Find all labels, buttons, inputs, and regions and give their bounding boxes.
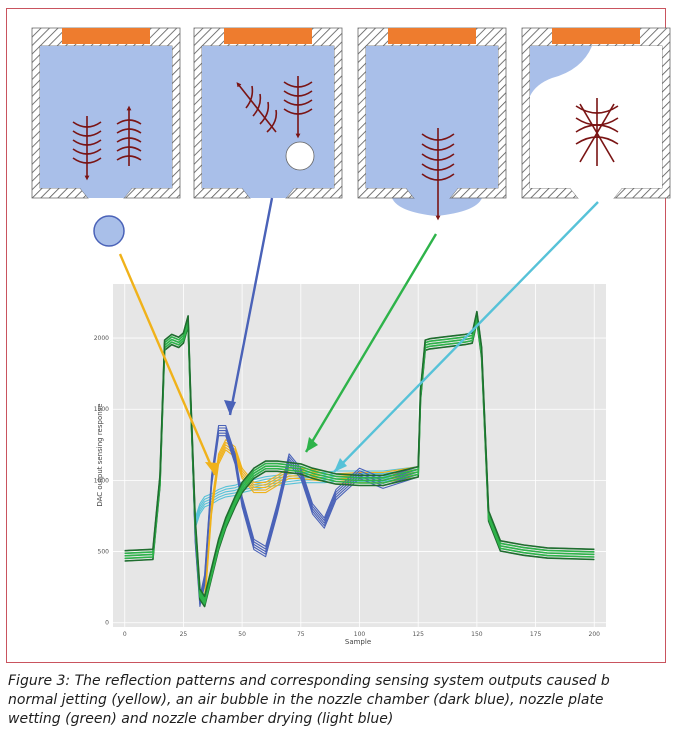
actuator [552, 28, 640, 44]
caption-line-2: normal jetting (yellow), an air bubble i… [8, 692, 604, 708]
x-axis-label: Sample [345, 638, 371, 646]
y-tick-label: 1500 [94, 406, 109, 413]
actuator [388, 28, 476, 44]
series-layer [124, 310, 595, 608]
x-tick-label: 100 [354, 631, 366, 638]
residual-fluid [530, 46, 592, 96]
callout-yellow [118, 253, 217, 476]
wave-arrows-crossed [575, 98, 619, 166]
callout-arrowhead-yellow [205, 462, 218, 475]
wave-arrow-down [72, 116, 102, 181]
y-tick-label: 1000 [94, 477, 109, 484]
x-tick-label: 0 [123, 631, 127, 638]
plate-wetting-fluid [392, 198, 482, 216]
x-tick-label: 50 [238, 631, 246, 638]
wave-arrow-down [283, 76, 313, 139]
actuator [224, 28, 312, 44]
callout-lines [118, 197, 599, 476]
callout-arrowhead-dark-blue [224, 400, 236, 415]
callout-dark-blue [228, 197, 274, 416]
callout-arrowhead-light-blue [334, 458, 347, 472]
panel-nozzle-plate-wetting [357, 27, 507, 221]
actuator [62, 28, 150, 44]
figure-caption: Figure 3: The reflection patterns and co… [8, 672, 668, 734]
chamber-empty-space [530, 46, 662, 198]
y-axis-label: DAC output sensing response [96, 403, 104, 506]
callout-arrowhead-green [306, 437, 318, 452]
caption-line-1: Figure 3: The reflection patterns and co… [8, 673, 610, 689]
x-tick-label: 25 [180, 631, 188, 638]
ejected-droplet [93, 215, 125, 247]
caption-line-3: wetting (green) and nozzle chamber dryin… [8, 711, 394, 727]
y-tick-label: 2000 [94, 335, 109, 342]
wave-arrow-up [116, 105, 142, 166]
wave-arrow-down [421, 128, 455, 221]
y-tick-label: 500 [98, 549, 110, 556]
panel-chamber-drying [521, 27, 671, 199]
air-bubble [285, 141, 315, 171]
y-tick-label: 0 [105, 620, 109, 627]
panel-air-bubble [193, 27, 343, 199]
x-tick-label: 75 [297, 631, 305, 638]
callout-green [304, 233, 438, 453]
x-tick-label: 200 [589, 631, 601, 638]
chamber-fluid [40, 46, 172, 198]
x-tick-label: 175 [530, 631, 542, 638]
wave-arrow-reflected [236, 82, 278, 133]
x-tick-label: 125 [412, 631, 424, 638]
panel-normal-jetting [31, 27, 181, 247]
callout-light-blue [333, 201, 599, 473]
chamber-fluid [366, 46, 498, 198]
x-tick-label: 150 [471, 631, 483, 638]
